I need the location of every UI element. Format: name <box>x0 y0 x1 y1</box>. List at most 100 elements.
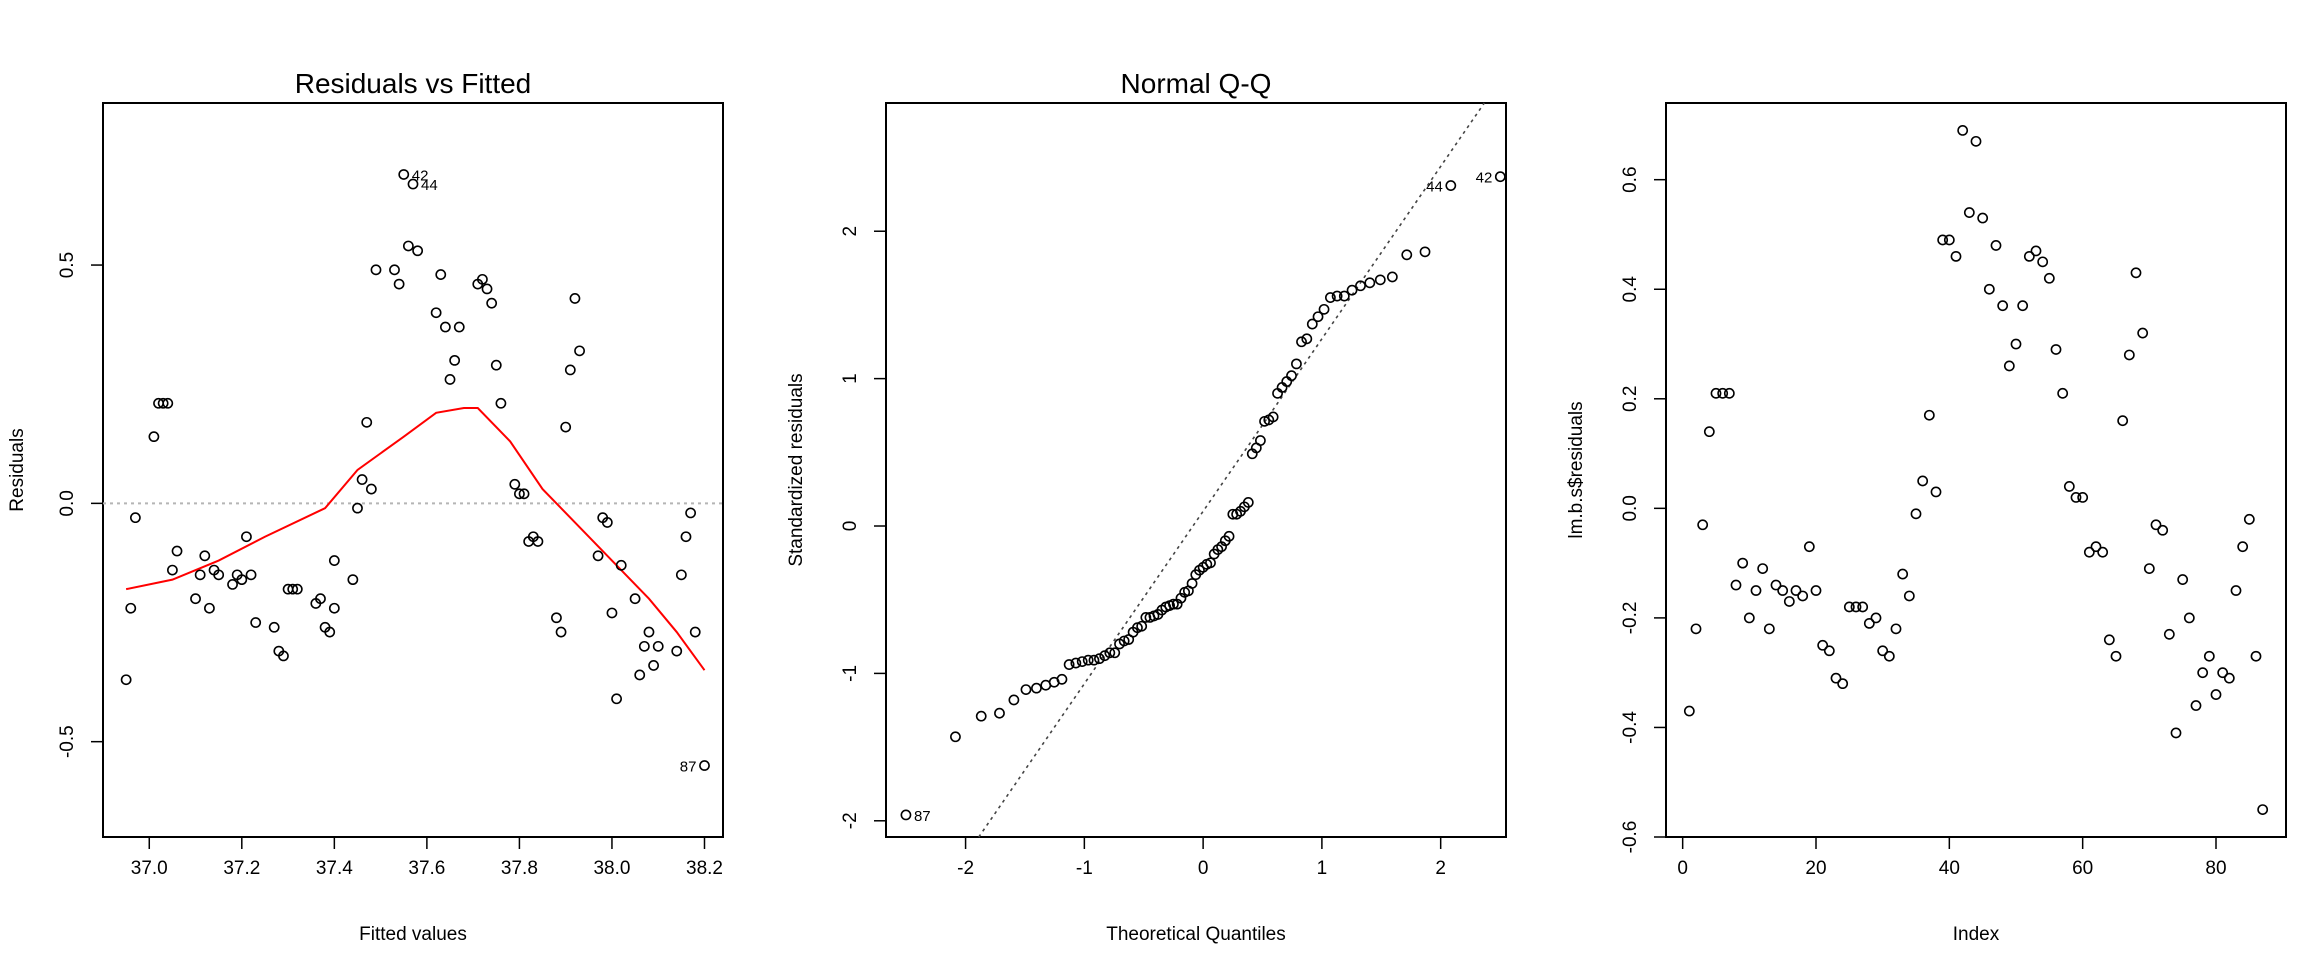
data-point <box>2257 804 2269 816</box>
data-point <box>439 321 451 333</box>
data-point <box>2030 245 2042 257</box>
data-point <box>574 345 585 357</box>
data-point <box>1917 475 1929 487</box>
y-tick-label: -1 <box>840 665 861 682</box>
data-point <box>1338 290 1350 302</box>
data-point <box>689 626 701 638</box>
data-point <box>1843 601 1855 613</box>
data-point <box>643 626 655 638</box>
data-point <box>2017 300 2029 312</box>
data-point <box>1883 650 1895 662</box>
data-point <box>1318 303 1330 315</box>
data-point <box>1990 240 2002 251</box>
data-point <box>1419 246 1431 258</box>
data-point <box>444 374 456 385</box>
data-point <box>1136 620 1148 632</box>
data-point <box>365 483 377 495</box>
data-point <box>1386 271 1398 283</box>
data-point <box>1168 598 1179 610</box>
data-point <box>1910 508 1922 520</box>
data-point <box>671 645 683 657</box>
data-point <box>1301 333 1313 345</box>
data-point <box>430 307 442 319</box>
data-point <box>1877 645 1889 657</box>
data-point <box>2170 727 2182 739</box>
data-point <box>1957 124 1969 136</box>
data-point <box>2137 327 2149 339</box>
data-point <box>236 574 248 586</box>
data-point <box>1730 579 1742 591</box>
data-point <box>1717 387 1729 399</box>
y-tick-label: 0.6 <box>1620 166 1641 192</box>
x-tick-label: 20 <box>1805 858 1826 879</box>
data-point <box>532 536 544 547</box>
data-point <box>1997 300 2009 312</box>
data-point <box>648 660 659 671</box>
data-point <box>1923 409 1935 421</box>
data-point <box>1743 612 1755 624</box>
y-axis-label: lm.b.s$residuals <box>1566 401 1587 538</box>
data-point <box>190 593 201 605</box>
data-point <box>1970 135 1982 147</box>
data-point <box>1494 171 1506 183</box>
y-axis: -0.6 -0.4 -0.2 0.0 0.2 0.4 0.6 <box>1620 166 1667 853</box>
data-point <box>1690 623 1702 635</box>
x-tick-label: -1 <box>1076 858 1093 879</box>
data-point <box>1983 283 1995 295</box>
data-point <box>1950 250 1962 262</box>
data-point <box>2197 667 2209 679</box>
data-point <box>592 550 604 562</box>
x-tick-label: 40 <box>1939 858 1960 879</box>
data-point <box>1763 623 1775 635</box>
y-axis: -2 -1 0 1 2 <box>840 226 887 829</box>
data-point <box>1703 426 1715 438</box>
data-point <box>1803 541 1815 553</box>
x-tick-label: 38.0 <box>593 858 630 879</box>
data-point <box>2023 250 2035 262</box>
data-point <box>245 569 257 581</box>
data-point <box>1008 694 1020 706</box>
data-point <box>389 264 400 276</box>
data-point <box>449 354 461 366</box>
data-point <box>2163 628 2175 640</box>
data-point <box>1750 585 1762 596</box>
qq-reference-line <box>978 102 1485 838</box>
data-point <box>1445 180 1457 191</box>
data-point <box>2083 546 2095 558</box>
data-point <box>162 397 174 409</box>
y-tick-label: 0.4 <box>1620 276 1641 303</box>
data-point <box>356 474 368 485</box>
data-point <box>2203 650 2215 662</box>
chart-title: Residuals vs Fitted <box>295 68 532 99</box>
data-point <box>1737 557 1749 569</box>
data-point <box>2130 267 2142 279</box>
data-point <box>2123 349 2135 361</box>
data-point <box>1977 212 1989 224</box>
plot-frame <box>102 102 724 838</box>
data-point <box>601 517 613 528</box>
x-tick-label: 37.8 <box>501 858 538 879</box>
data-point <box>1890 623 1902 635</box>
data-point <box>611 693 622 705</box>
data-point <box>2110 650 2122 662</box>
y-tick-label: 0.0 <box>57 490 78 516</box>
plot-frame <box>885 102 1507 838</box>
data-point <box>199 550 211 562</box>
residual-points <box>120 169 710 771</box>
data-point <box>1374 274 1386 286</box>
y-tick-label: 0.5 <box>57 252 78 278</box>
data-point <box>1242 497 1254 508</box>
data-point <box>1020 684 1032 696</box>
data-point <box>2010 338 2022 350</box>
x-tick-label: 37.2 <box>223 858 260 879</box>
data-point <box>1056 673 1068 685</box>
data-point <box>1063 659 1075 670</box>
point-label: 87 <box>680 759 697 776</box>
data-point <box>1109 647 1121 659</box>
data-point <box>402 240 414 252</box>
y-axis: -0.5 0.0 0.5 <box>57 252 104 758</box>
x-axis-label: Index <box>1953 924 2000 945</box>
y-axis-label: Residuals <box>7 428 28 511</box>
data-point <box>699 760 710 771</box>
qq-points <box>900 171 1506 821</box>
